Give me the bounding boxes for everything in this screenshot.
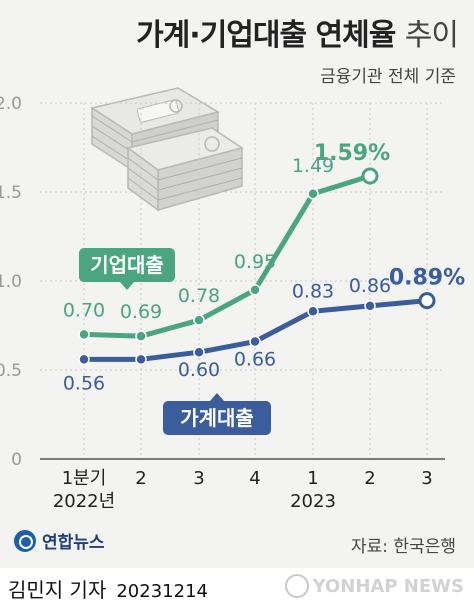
x-tick-label: 3 [193,468,204,489]
chart-subtitle: 금융기관 전체 기준 [320,67,456,87]
watermark: YONHAP NEWS [284,574,464,598]
data-point [249,335,261,348]
watermark-text: YONHAP NEWS [312,575,464,597]
corporate-value-label: 0.69 [120,301,162,323]
corporate-value-label: 0.70 [63,299,105,321]
household-value-label: 0.83 [292,280,334,302]
data-point [249,284,261,296]
money-stack-icon [90,87,244,212]
household-value-label: 0.66 [234,349,276,371]
data-point [364,300,376,312]
data-point [193,314,205,326]
reporter-name: 김민지 기자 [8,578,107,602]
data-point [193,346,205,358]
corporate-value-label: 1.49 [292,155,334,177]
y-tick-label: 1.0 [0,272,22,292]
data-point [135,330,147,342]
x-tick-label: 3 [421,468,432,489]
chart-panel [0,0,474,568]
household-series-tag: 가계대출 [180,406,254,430]
household-series-tag-pointer [210,393,224,401]
corporate-series-tag-box [79,248,175,282]
source-note: 자료: 한국은행 [351,537,456,557]
corporate-series-tag: 기업대출 [90,253,164,277]
y-tick-label: 1.5 [0,183,22,203]
footer-credit: 김민지 기자 20231214 [8,574,208,603]
logo-text: 연합뉴스 [42,533,105,553]
y-tick-label: 2.0 [0,94,22,114]
data-point [307,188,319,200]
line-chart: 0 0.5 1.0 1.5 2.0 1분기 2 3 4 1 2 3 2022년 2023 0.70 0.69… [0,87,465,512]
x-tick-label: 4 [249,468,260,489]
y-tick-label: 0 [11,450,22,470]
data-point [78,328,90,341]
data-point [135,353,147,366]
yonhap-logo-icon [14,529,36,552]
x-tick-label: 1 [307,468,318,489]
household-series-tag-box [163,401,271,435]
corporate-series-tag-pointer [120,282,134,290]
household-value-label: 0.56 [63,372,105,394]
corporate-value-label: 1.59% [314,141,390,166]
household-value-label: 0.86 [349,275,391,297]
x-tick-label: 1분기 [62,468,107,489]
household-value-label: 0.60 [178,359,220,381]
chart-title: 가계·기업대출 연체율 추이 [136,10,459,54]
data-point-end [418,292,436,310]
series-line [81,173,373,339]
publish-date: 20231214 [116,581,208,602]
corporate-value-label: 0.78 [178,285,220,307]
title-bold: 가계·기업대출 연체율 [136,18,396,53]
data-point [307,305,319,318]
corporate-value-label: 0.95 [234,251,276,273]
x-tick-label: 2 [135,468,146,489]
title-light: 추이 [404,18,459,53]
x-tick-label: 2 [364,468,375,489]
data-point [78,353,90,366]
data-point-end [361,167,379,185]
year-label: 2022년 [53,491,115,512]
yonhap-logo: 연합뉴스 [14,528,105,553]
y-tick-label: 0.5 [0,361,22,381]
household-value-label: 0.89% [389,266,465,291]
watermark-icon [284,574,309,598]
year-label: 2023 [290,491,336,512]
